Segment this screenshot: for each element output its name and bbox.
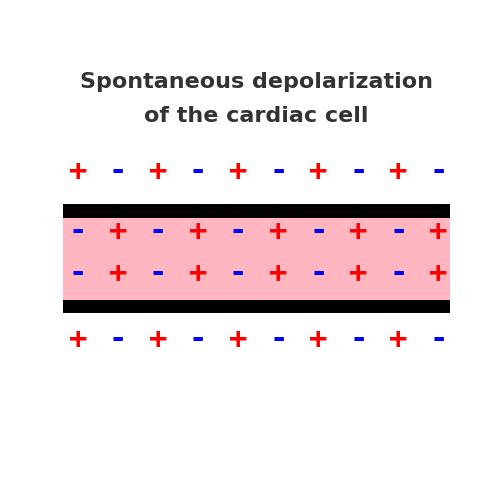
- Text: -: -: [149, 259, 168, 288]
- Text: +: +: [309, 157, 328, 186]
- Text: -: -: [229, 259, 248, 288]
- Text: -: -: [69, 217, 87, 246]
- Text: +: +: [349, 259, 368, 288]
- Text: +: +: [189, 217, 208, 246]
- Text: Cell Membrane: Cell Membrane: [209, 204, 304, 217]
- Text: +: +: [389, 157, 407, 186]
- Text: -: -: [269, 324, 287, 354]
- Bar: [62, 207, 450, 214]
- Text: +: +: [69, 157, 87, 186]
- Text: -: -: [189, 324, 208, 354]
- Text: +: +: [109, 259, 127, 288]
- Bar: [62, 214, 450, 302]
- Text: -: -: [149, 217, 168, 246]
- Text: +: +: [429, 217, 448, 246]
- Text: +: +: [229, 157, 248, 186]
- Text: Cell Membrane: Cell Membrane: [209, 300, 304, 312]
- Text: of the cardiac cell: of the cardiac cell: [144, 106, 368, 126]
- Text: -: -: [69, 259, 87, 288]
- Text: -: -: [189, 157, 208, 186]
- Text: +: +: [109, 217, 127, 246]
- Text: -: -: [309, 217, 328, 246]
- Text: -: -: [109, 324, 127, 354]
- Text: -: -: [349, 157, 368, 186]
- Text: -: -: [109, 157, 127, 186]
- Text: +: +: [229, 324, 248, 354]
- Text: +: +: [149, 157, 168, 186]
- Text: +: +: [269, 217, 287, 246]
- Text: -: -: [389, 217, 407, 246]
- Text: +: +: [349, 217, 368, 246]
- Bar: [62, 302, 450, 310]
- Text: +: +: [269, 259, 287, 288]
- Text: -: -: [269, 157, 287, 186]
- Text: -: -: [429, 157, 448, 186]
- Text: Spontaneous depolarization: Spontaneous depolarization: [80, 72, 433, 92]
- Text: -: -: [389, 259, 407, 288]
- Text: +: +: [429, 259, 448, 288]
- Text: +: +: [149, 324, 168, 354]
- Text: -: -: [429, 324, 448, 354]
- Text: +: +: [309, 324, 328, 354]
- Text: +: +: [189, 259, 208, 288]
- Text: +: +: [389, 324, 407, 354]
- Text: -: -: [309, 259, 328, 288]
- Text: -: -: [229, 217, 248, 246]
- Text: +: +: [69, 324, 87, 354]
- Text: -: -: [349, 324, 368, 354]
